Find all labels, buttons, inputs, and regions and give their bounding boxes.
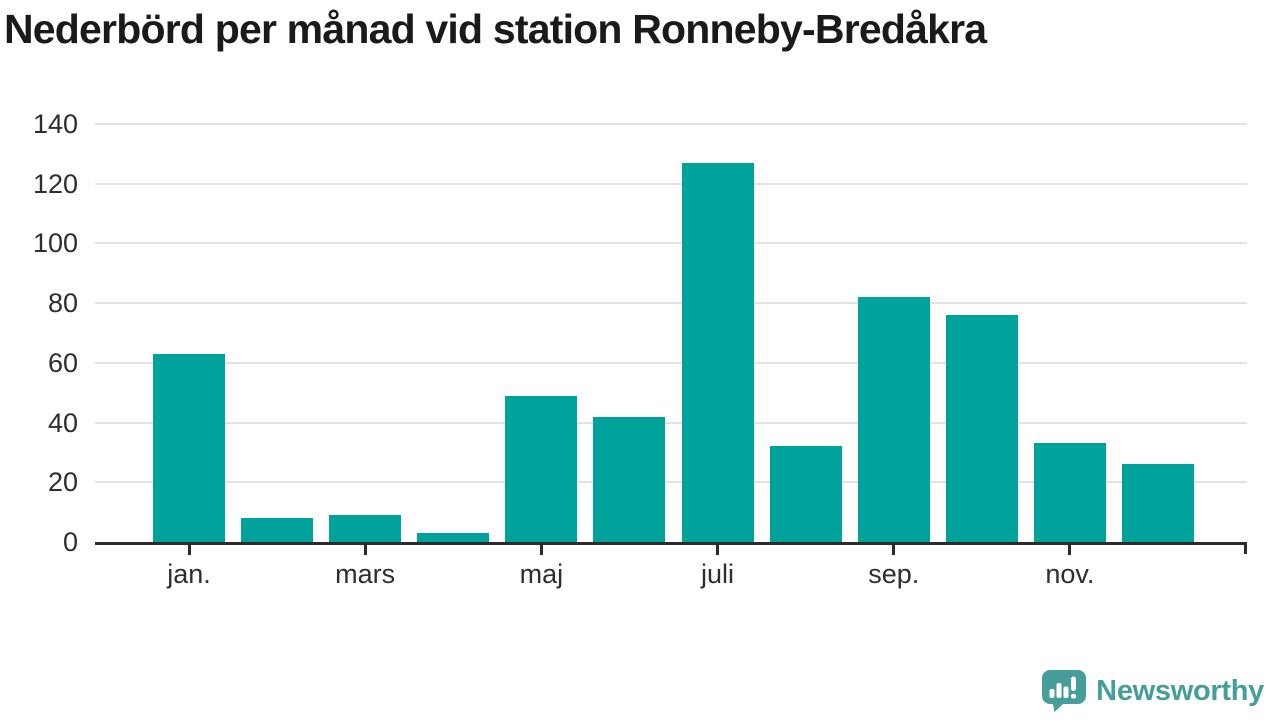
y-tick-label-80: 80 <box>47 288 78 319</box>
y-tick-label-120: 120 <box>32 168 78 199</box>
plot-area <box>95 123 1247 545</box>
x-tick-sep <box>892 545 896 555</box>
newsworthy-logo: Newsworthy <box>1041 670 1264 712</box>
bar-month-12 <box>1121 464 1194 542</box>
x-tick-juli <box>716 545 720 555</box>
gridline-y-120 <box>95 182 1247 185</box>
bar-month-8 <box>769 446 842 542</box>
newsworthy-logo-text: Newsworthy <box>1096 674 1264 707</box>
bar-chart-speech-bubble-icon <box>1042 670 1087 712</box>
bar-month-1 <box>153 353 225 542</box>
gridline-y-40 <box>95 421 1247 424</box>
bar-month-5 <box>505 395 578 542</box>
gridline-y-100 <box>95 242 1247 245</box>
gridline-y-60 <box>95 361 1247 364</box>
x-tick-maj <box>539 545 543 555</box>
bar-month-7 <box>681 162 754 542</box>
x-tick-jan <box>187 545 191 555</box>
bar-month-4 <box>417 533 490 542</box>
bar-month-9 <box>857 297 930 542</box>
bar-month-6 <box>593 416 666 542</box>
bar-month-3 <box>329 515 402 542</box>
x-tick-label-jan: jan. <box>167 559 211 589</box>
y-tick-label-40: 40 <box>47 407 78 438</box>
x-axis: jan. mars maj juli sep. nov. <box>95 545 1247 597</box>
y-tick-label-0: 0 <box>62 527 78 557</box>
bar-month-10 <box>945 315 1018 542</box>
x-tick-label-nov: nov. <box>1045 559 1095 589</box>
gridline-y-140 <box>95 123 1247 125</box>
y-axis-labels: 0 20 40 60 80 100 120 140 <box>0 110 78 556</box>
bar-month-2 <box>241 518 314 542</box>
bar-month-11 <box>1033 443 1106 542</box>
y-tick-label-60: 60 <box>47 347 78 378</box>
gridline-y-80 <box>95 302 1247 305</box>
gridline-y-20 <box>95 481 1247 484</box>
x-tick-nov <box>1068 545 1072 555</box>
x-tick-label-maj: maj <box>519 559 564 589</box>
x-tick-label-sep: sep. <box>868 559 920 589</box>
x-tick-label-juli: juli <box>701 559 735 589</box>
chart-title: Nederbörd per månad vid station Ronneby-… <box>4 6 987 52</box>
x-tick-label-mars: mars <box>335 559 396 589</box>
y-tick-label-100: 100 <box>32 228 78 259</box>
x-tick-mars <box>363 545 367 555</box>
y-tick-label-20: 20 <box>47 467 78 498</box>
y-tick-label-140: 140 <box>32 109 78 139</box>
x-axis-end-tick <box>1244 545 1247 554</box>
